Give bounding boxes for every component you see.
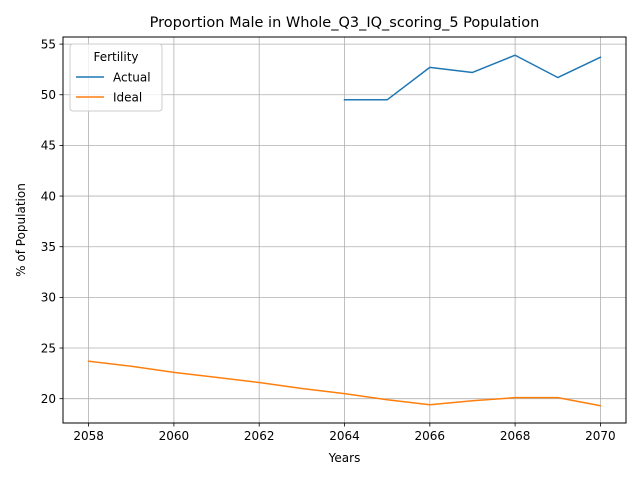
grid: [63, 37, 626, 423]
series-line-ideal: [87, 360, 602, 407]
chart-title: Proportion Male in Whole_Q3_IQ_scoring_5…: [150, 15, 540, 31]
legend-label-actual: Actual: [113, 70, 151, 84]
x-tick-label: 2058: [73, 429, 104, 443]
y-tick-label: 40: [41, 189, 56, 203]
x-tick-label: 2066: [415, 429, 446, 443]
legend: Fertility Actual Ideal: [69, 43, 163, 112]
x-tick-label: 2062: [244, 429, 275, 443]
x-tick-label: 2068: [500, 429, 531, 443]
y-tick-label: 30: [41, 291, 56, 305]
axis-ticks: 2058 2060 2062 2064 2066 2068 2070 20 25 30 35 40 45…: [41, 37, 616, 443]
x-tick-label: 2060: [159, 429, 190, 443]
x-axis-label: Years: [328, 451, 361, 465]
series-lines: [87, 54, 602, 407]
y-tick-label: 45: [41, 139, 56, 153]
y-axis-label: % of Population: [14, 183, 28, 277]
y-tick-label: 20: [41, 392, 56, 406]
legend-title: Fertility: [93, 50, 138, 64]
y-tick-label: 25: [41, 341, 56, 355]
y-tick-label: 55: [41, 37, 56, 51]
y-tick-label: 50: [41, 88, 56, 102]
x-tick-label: 2070: [585, 429, 616, 443]
x-tick-label: 2064: [329, 429, 360, 443]
y-tick-label: 35: [41, 240, 56, 254]
series-line-actual: [343, 54, 602, 101]
legend-label-ideal: Ideal: [113, 90, 142, 104]
legend-box: [69, 43, 163, 112]
